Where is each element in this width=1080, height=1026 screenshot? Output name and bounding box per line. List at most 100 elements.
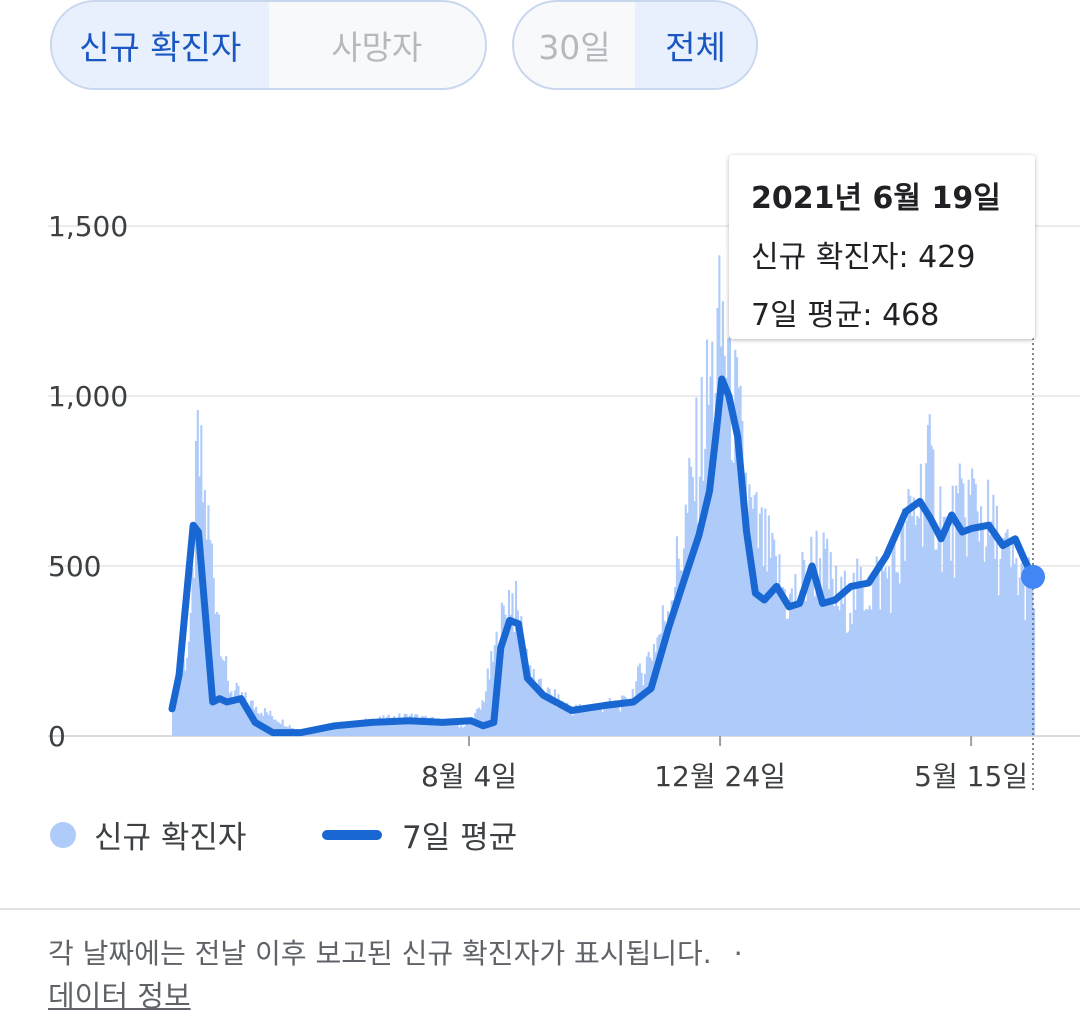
- bar: [453, 725, 456, 736]
- bar: [679, 569, 682, 736]
- bar: [557, 694, 560, 736]
- bar: [177, 681, 180, 736]
- bar: [1024, 620, 1027, 736]
- bar: [812, 564, 815, 736]
- bar: [272, 719, 275, 736]
- bar: [1013, 563, 1016, 736]
- bar: [506, 629, 509, 736]
- bar: [537, 679, 541, 736]
- bar: [872, 571, 875, 736]
- bar: [732, 462, 735, 736]
- bar: [175, 700, 178, 736]
- bar: [944, 517, 947, 736]
- bar: [332, 728, 336, 736]
- bar: [776, 593, 779, 736]
- bar: [610, 704, 613, 736]
- bar: [806, 583, 809, 736]
- bar: [684, 504, 687, 736]
- bar: [668, 623, 671, 736]
- bars-layer: [172, 255, 1036, 737]
- bar: [598, 703, 601, 736]
- range-toggle: 30일 전체: [512, 0, 758, 90]
- bar: [792, 602, 795, 736]
- bar: [613, 700, 617, 736]
- bar: [1018, 577, 1021, 736]
- bar: [415, 714, 419, 736]
- bar: [469, 720, 472, 736]
- bar: [412, 720, 415, 736]
- bar: [191, 567, 194, 736]
- bar: [562, 704, 565, 736]
- bar: [373, 720, 376, 736]
- bar: [1001, 538, 1004, 736]
- bar: [758, 513, 762, 736]
- bar: [879, 609, 882, 736]
- bar: [573, 709, 576, 736]
- bar: [713, 422, 716, 736]
- bar: [942, 516, 945, 736]
- bar: [727, 338, 730, 736]
- bar: [592, 705, 595, 736]
- bar: [362, 720, 366, 736]
- bar: [541, 692, 544, 736]
- bar: [456, 724, 459, 736]
- bar: [983, 561, 986, 736]
- bar: [847, 631, 850, 736]
- bar: [387, 714, 390, 736]
- bar: [605, 708, 608, 736]
- bar: [721, 301, 724, 736]
- range-30-days-tab[interactable]: 30일: [538, 28, 611, 67]
- bar: [617, 701, 620, 736]
- bar: [889, 612, 892, 736]
- bar: [210, 543, 214, 736]
- bar: [566, 702, 569, 736]
- bar: [599, 706, 602, 736]
- bar: [932, 449, 935, 736]
- bar: [781, 587, 785, 736]
- bar: [896, 572, 899, 736]
- bar: [446, 720, 449, 736]
- bar: [686, 512, 689, 736]
- data-info-link[interactable]: 데이터 정보: [48, 979, 191, 1013]
- bar: [173, 687, 176, 736]
- bar: [842, 603, 845, 736]
- bar: [603, 708, 606, 736]
- range-all-tab[interactable]: 전체: [635, 2, 756, 88]
- bar: [193, 577, 196, 736]
- y-tick-label: 1,000: [48, 380, 128, 413]
- bar: [580, 707, 583, 736]
- legend-new-cases[interactable]: 신규 확진자: [50, 812, 246, 857]
- bar: [672, 600, 675, 736]
- legend-average[interactable]: 7일 평균: [322, 812, 517, 857]
- bar: [447, 720, 450, 736]
- bar: [902, 508, 905, 736]
- deaths-tab[interactable]: 사망자: [331, 28, 423, 67]
- bar: [555, 706, 558, 736]
- bar: [778, 554, 781, 736]
- bar: [681, 570, 684, 736]
- bar: [677, 558, 680, 736]
- bar: [233, 690, 236, 736]
- bar: [226, 680, 229, 736]
- bar: [700, 377, 703, 736]
- cases-chart[interactable]: 0 500 1,000 1,500 8월 4일 12월 24일 5월 15일: [0, 0, 1080, 800]
- legend-bar-swatch: [50, 821, 76, 848]
- bar: [560, 700, 564, 736]
- bar: [612, 703, 615, 736]
- bar: [550, 694, 553, 736]
- bar: [225, 656, 228, 736]
- bar: [670, 600, 673, 736]
- hover-point: [1021, 564, 1045, 589]
- bar: [267, 714, 270, 736]
- bar: [967, 479, 970, 736]
- new-cases-tab[interactable]: 신규 확진자: [52, 2, 269, 88]
- bar: [914, 525, 917, 736]
- bar: [659, 633, 663, 736]
- bar: [675, 536, 678, 736]
- bar: [916, 515, 919, 736]
- legend-average-label: 7일 평균: [402, 820, 518, 856]
- bar: [509, 614, 512, 736]
- bar: [488, 679, 491, 736]
- bar: [274, 719, 277, 736]
- bar: [437, 718, 440, 736]
